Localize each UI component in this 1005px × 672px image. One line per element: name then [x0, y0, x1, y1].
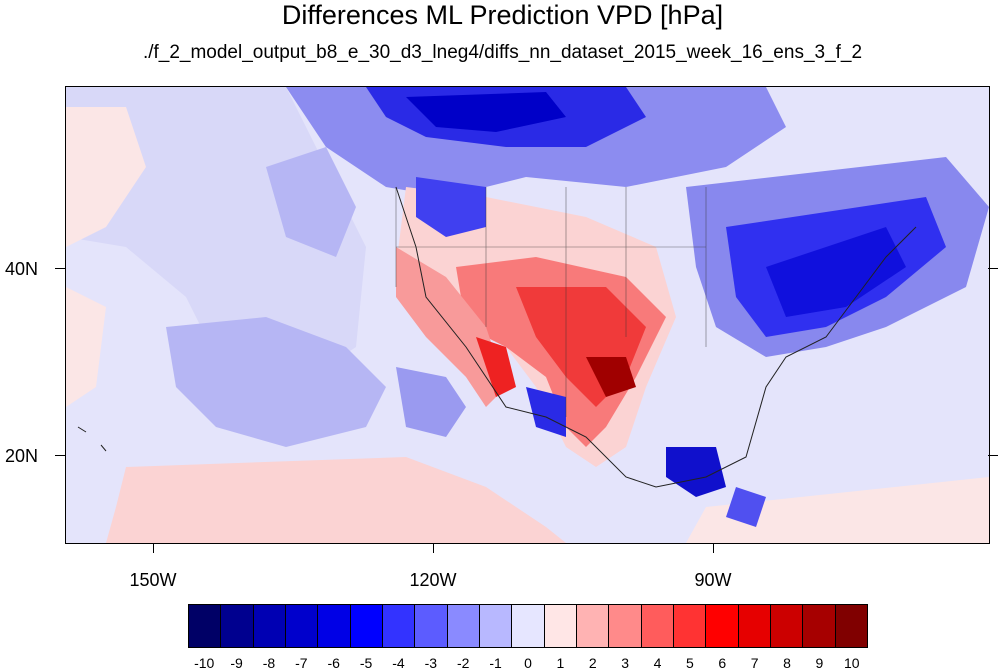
colorbar-label: 5: [685, 655, 694, 671]
map-title: Differences ML Prediction VPD [hPa]: [281, 0, 724, 30]
colorbar-label: 3: [621, 655, 630, 671]
colorbar-segment: [803, 605, 836, 647]
difference-map: [66, 87, 989, 543]
colorbar-label: 8: [783, 655, 791, 671]
colorbar-label: -7: [295, 655, 308, 671]
y-tick-40n: [55, 268, 65, 269]
colorbar-segment: [544, 605, 577, 647]
colorbar-label: -6: [327, 655, 340, 671]
colorbar-segment: [350, 605, 383, 647]
x-tick-90w: [713, 543, 714, 553]
colorbar-label: -1: [489, 655, 502, 671]
colorbar-label: 7: [750, 655, 759, 671]
colorbar-segment: [479, 605, 513, 647]
map-subtitle: ./f_2_model_output_b8_e_30_d3_lneg4/diff…: [142, 42, 863, 63]
map-plot-area: [65, 86, 990, 544]
y-tick-20n-right: [988, 455, 998, 456]
colorbar: [188, 604, 868, 648]
x-label-90w: 90W: [694, 570, 732, 590]
colorbar-label: -5: [359, 655, 373, 671]
x-label-120w: 120W: [409, 570, 457, 590]
colorbar-label: -9: [230, 655, 243, 671]
y-tick-20n: [55, 455, 65, 456]
colorbar-label: -4: [392, 655, 405, 671]
colorbar-segment: [770, 605, 804, 647]
colorbar-label: -10: [194, 655, 215, 671]
colorbar-segment: [382, 605, 416, 647]
colorbar-label: 2: [588, 655, 597, 671]
colorbar-label: -3: [424, 655, 438, 671]
colorbar-segment: [221, 605, 254, 647]
colorbar-label: -2: [457, 655, 470, 671]
colorbar-segment: [512, 605, 545, 647]
y-label-40n: 40N: [4, 259, 38, 279]
y-tick-40n-right: [988, 268, 998, 269]
x-label-150w: 150W: [129, 570, 177, 590]
colorbar-label: 0: [524, 655, 532, 671]
colorbar-segment: [609, 605, 642, 647]
colorbar-segment: [576, 605, 610, 647]
y-label-20n: 20N: [4, 446, 38, 466]
colorbar-segment: [738, 605, 771, 647]
colorbar-label: 6: [718, 655, 727, 671]
colorbar-segment: [253, 605, 286, 647]
colorbar-label: -8: [262, 655, 276, 671]
colorbar-label: 9: [815, 655, 824, 671]
colorbar-segment: [447, 605, 480, 647]
colorbar-segment: [285, 605, 319, 647]
colorbar-segment: [706, 605, 739, 647]
colorbar-segment: [835, 605, 867, 647]
colorbar-segment: [189, 605, 222, 647]
colorbar-label: 1: [556, 655, 565, 671]
colorbar-segment: [318, 605, 351, 647]
colorbar-segment: [415, 605, 448, 647]
colorbar-segment: [673, 605, 707, 647]
x-tick-150w: [153, 543, 154, 553]
colorbar-label: 10: [844, 655, 860, 671]
colorbar-segment: [641, 605, 674, 647]
x-tick-120w: [433, 543, 434, 553]
colorbar-label: 4: [653, 655, 662, 671]
